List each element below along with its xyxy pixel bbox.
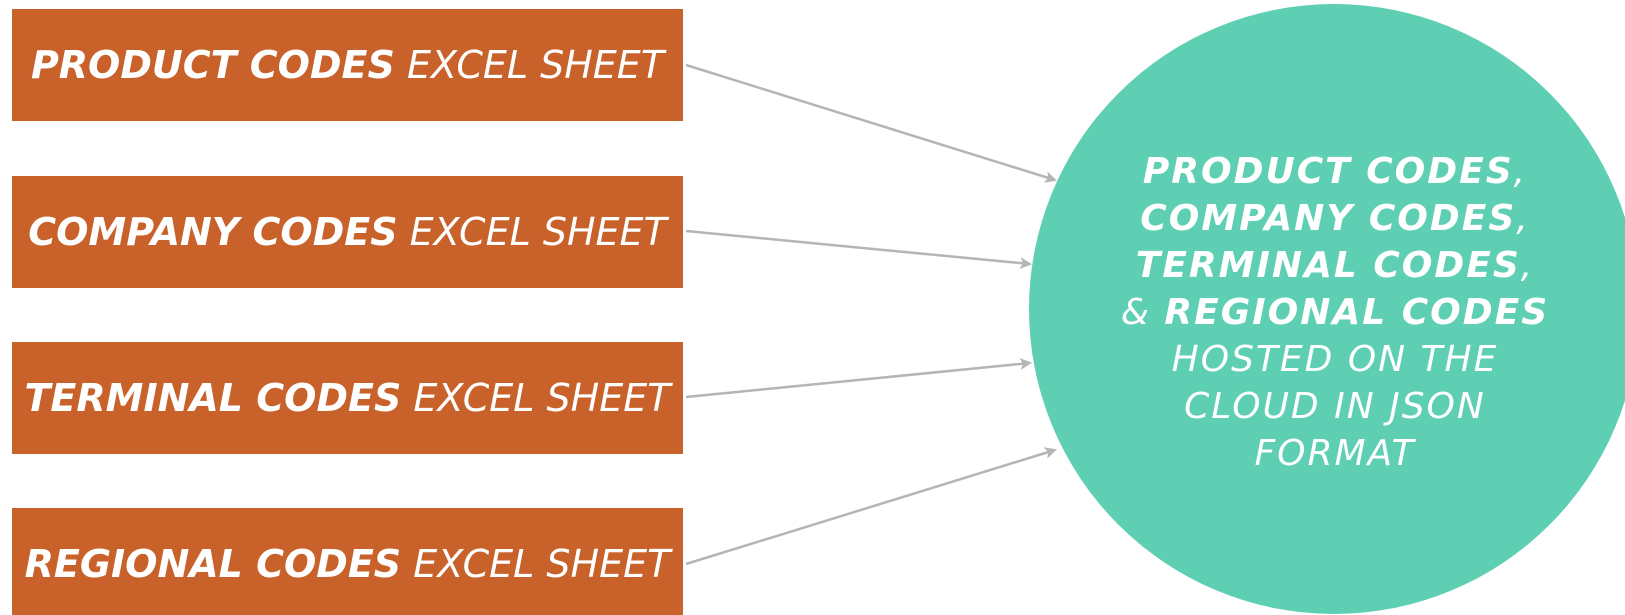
target-line-7: FORMAT	[1254, 433, 1416, 474]
cloud-json-circle	[1029, 4, 1625, 614]
target-line-5: HOSTED ON THE	[1171, 339, 1499, 380]
target-line-1: PRODUCT CODES,	[1142, 151, 1528, 192]
company-codes-label: COMPANY CODES	[28, 210, 398, 254]
product-codes-suffix: EXCEL SHEET	[394, 43, 665, 87]
target-line-2: COMPANY CODES,	[1140, 198, 1530, 239]
target-line-6: CLOUD IN JSON	[1184, 386, 1486, 427]
target-line-3: TERMINAL CODES,	[1135, 245, 1535, 286]
terminal-codes-box: TERMINAL CODES EXCEL SHEET	[12, 342, 683, 454]
terminal-codes-label: TERMINAL CODES	[24, 376, 402, 420]
cloud-json-description: PRODUCT CODES, COMPANY CODES, TERMINAL C…	[1080, 148, 1590, 477]
arrow-company-to-cloud	[685, 229, 1032, 270]
regional-codes-box: REGIONAL CODES EXCEL SHEET	[12, 508, 683, 615]
company-codes-box: COMPANY CODES EXCEL SHEET	[12, 176, 683, 288]
regional-codes-label: REGIONAL CODES	[24, 542, 402, 586]
arrow-product-to-cloud	[685, 63, 1057, 183]
arrow-regional-to-cloud	[685, 447, 1057, 566]
company-codes-suffix: EXCEL SHEET	[397, 210, 667, 254]
target-line-4: & REGIONAL CODES	[1120, 292, 1550, 333]
product-codes-label: PRODUCT CODES	[30, 43, 395, 87]
arrow-terminal-to-cloud	[685, 358, 1032, 399]
terminal-codes-suffix: EXCEL SHEET	[401, 376, 671, 420]
product-codes-box: PRODUCT CODES EXCEL SHEET	[12, 9, 683, 121]
regional-codes-suffix: EXCEL SHEET	[401, 542, 671, 586]
